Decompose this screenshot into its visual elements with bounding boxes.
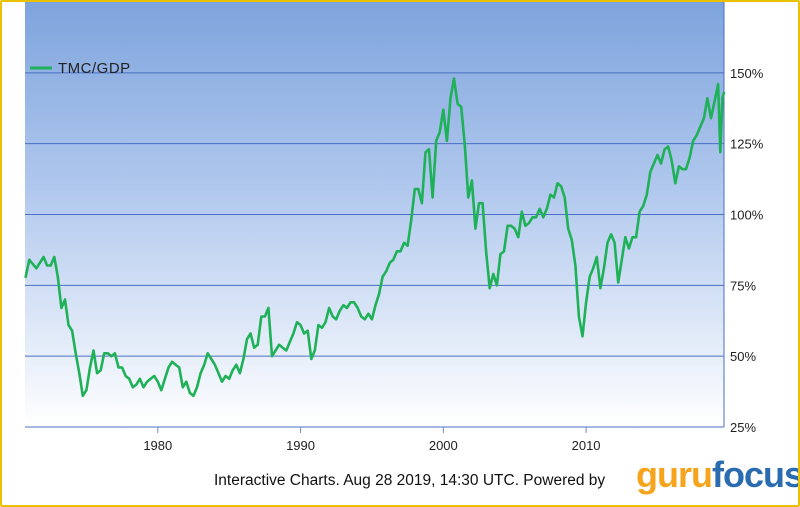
x-tick-label: 1990: [286, 438, 315, 453]
x-tick-label: 2000: [429, 438, 458, 453]
legend-label-tmc-gdp: TMC/GDP: [58, 60, 131, 77]
x-tick-label: 2010: [572, 438, 601, 453]
legend[interactable]: TMC/GDP: [30, 60, 131, 77]
y-axis-labels: 25% 50% 75% 100% 125% 150%: [730, 66, 764, 435]
series-layer: [24, 77, 726, 398]
brand-guru: guru: [636, 454, 713, 495]
x-tick-label: 1980: [143, 438, 172, 453]
y-tick-label: 100%: [730, 208, 764, 223]
brand-focus: focus: [711, 454, 800, 495]
y-tick-label: 125%: [730, 137, 764, 152]
y-tick-label: 75%: [730, 278, 756, 293]
footer-credit: Interactive Charts. Aug 28 2019, 14:30 U…: [214, 472, 606, 489]
y-tick-label: 25%: [730, 420, 756, 435]
y-tick-label: 50%: [730, 349, 756, 364]
y-tick-label: 150%: [730, 66, 764, 81]
grid-lines: [25, 2, 725, 428]
x-axis-ticks: 1980 1990 2000 2010: [143, 427, 601, 453]
series-line-tmc-gdp[interactable]: [24, 77, 726, 398]
gurufocus-logo[interactable]: gurufocus: [636, 454, 800, 495]
